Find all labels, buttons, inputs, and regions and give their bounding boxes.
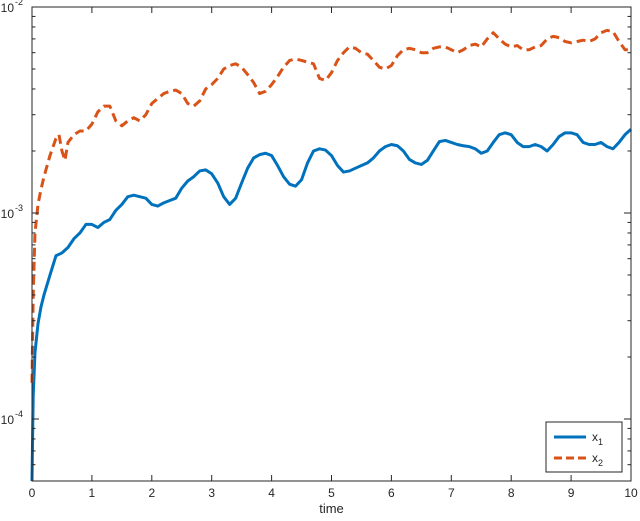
legend-label-1: x1 [592, 430, 603, 447]
y-tick-base: 10 [1, 1, 15, 15]
series-line-2 [30, 28, 631, 383]
y-tick-label: 10 -4 [1, 409, 23, 427]
x-tick-label: 3 [208, 486, 215, 500]
axes-background [32, 7, 631, 481]
y-tick-label: 10 -3 [1, 203, 23, 221]
legend-label-subscript: 2 [598, 458, 603, 468]
x-tick-label: 8 [508, 486, 515, 500]
x-tick-label: 6 [388, 486, 395, 500]
x-tick-label: 5 [328, 486, 335, 500]
x-tick-label: 1 [89, 486, 96, 500]
series-line-1 [30, 128, 633, 482]
y-tick-base: 10 [1, 413, 15, 427]
x-tick-label: 7 [448, 486, 455, 500]
y-tick-exponent: -4 [15, 409, 23, 419]
x-tick-label: 0 [29, 486, 36, 500]
y-tick-label: 10 -2 [1, 0, 23, 15]
x-tick-label: 4 [268, 486, 275, 500]
legend-label-main: x [592, 451, 598, 465]
legend-label-subscript: 1 [598, 437, 603, 447]
legend-box [545, 421, 623, 473]
x-axis-label: time [319, 501, 344, 516]
legend-label-2: x2 [592, 451, 603, 468]
y-tick-exponent: -2 [15, 0, 23, 7]
x-tick-label: 2 [148, 486, 155, 500]
y-tick-base: 10 [1, 207, 15, 221]
legend-label-main: x [592, 430, 598, 444]
series-layer [30, 28, 633, 482]
x-tick-label: 10 [624, 486, 638, 500]
y-tick-exponent: -3 [15, 203, 23, 213]
x-tick-label: 9 [568, 486, 575, 500]
